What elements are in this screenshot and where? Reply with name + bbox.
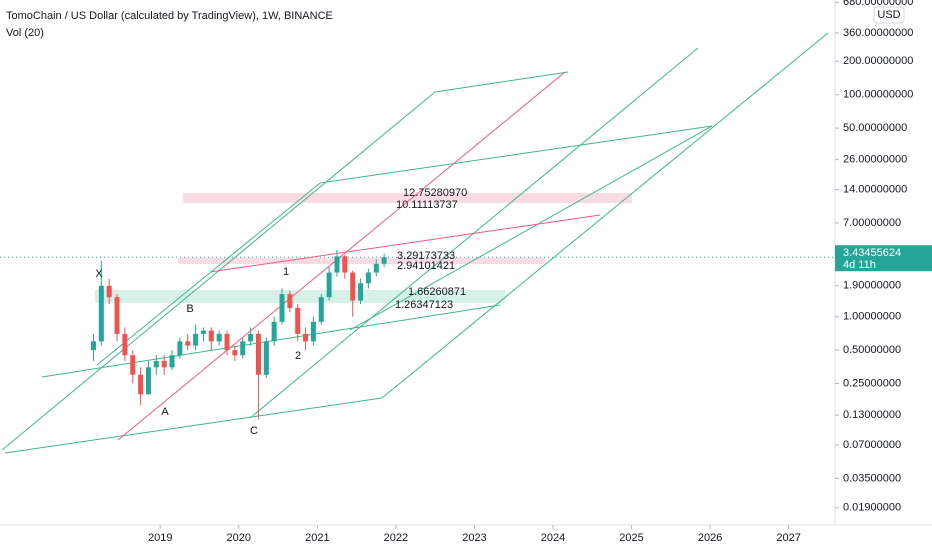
candle-body: [169, 355, 175, 368]
last-price-box: [835, 245, 932, 272]
currency[interactable]: USD: [877, 9, 900, 21]
zone-pink: [183, 193, 632, 203]
y-tick-label: 26.00000000: [843, 154, 907, 166]
candle-body: [310, 321, 316, 342]
currency-box[interactable]: [873, 6, 905, 24]
pitchfork-line: [96, 182, 321, 366]
candle-body: [114, 297, 120, 334]
candle-body: [185, 341, 191, 346]
y-tick-label: 0.03500000: [843, 472, 901, 484]
pitchfork-line: [41, 304, 501, 378]
candle-body: [208, 330, 214, 342]
annotation: 12.75280970: [403, 187, 467, 199]
candle-body: [98, 285, 104, 342]
candle-body: [224, 333, 230, 351]
annotation: B: [186, 303, 193, 315]
annotation: A: [161, 406, 169, 418]
x-tick-label: 2021: [305, 532, 329, 544]
pitchfork-line: [349, 125, 713, 331]
median-line: [209, 214, 601, 273]
candle-body: [326, 272, 332, 298]
x-tick-label: 2019: [148, 532, 172, 544]
candle-body: [303, 333, 309, 342]
candle-body: [177, 341, 183, 356]
candle-body: [122, 333, 128, 356]
candle-body: [263, 341, 269, 375]
countdown-label: 4d 11h: [843, 259, 876, 271]
x-tick-label: 2020: [227, 532, 251, 544]
zone-green: [95, 290, 505, 303]
pitchfork-line: [434, 71, 569, 93]
candle-body: [90, 341, 96, 351]
pitchfork-line: [319, 125, 713, 184]
candle-body: [161, 360, 167, 368]
x-tick-label: 2026: [698, 532, 722, 544]
candle-body: [106, 285, 112, 298]
zone-pink: [178, 258, 545, 264]
y-tick-label: 1.90000000: [843, 280, 901, 292]
candle-body: [255, 333, 261, 375]
annotation: 2.94101421: [397, 260, 455, 272]
y-tick-label: 1.00000000: [843, 311, 901, 323]
y-tick-label: 100.00000000: [843, 89, 913, 101]
x-tick-label: 2022: [384, 532, 408, 544]
last-price-label: 3.43455624: [843, 247, 901, 259]
candle-body: [193, 333, 199, 346]
annotation: 3.29173733: [397, 250, 455, 262]
pitchfork-line: [381, 32, 829, 399]
candle-body: [232, 350, 238, 356]
candle-body: [216, 333, 222, 342]
median-line: [117, 71, 566, 441]
y-tick-label: 0.25000000: [843, 377, 901, 389]
annotation: 1: [283, 266, 289, 278]
y-tick-label: 0.07000000: [843, 439, 901, 451]
y-tick-label: 14.00000000: [843, 183, 907, 195]
candle-body: [271, 321, 277, 342]
candle-body: [138, 374, 144, 395]
y-tick-label: 200.00000000: [843, 55, 913, 67]
indicator-label: Vol (20): [6, 27, 44, 39]
y-tick-label: 680.00000000: [843, 0, 913, 8]
x-tick-label: 2027: [776, 532, 800, 544]
y-tick-label: 0.01900000: [843, 502, 901, 514]
candle-body: [373, 263, 379, 273]
candle-body: [358, 283, 364, 301]
candle-body: [153, 360, 159, 368]
annotation: X: [95, 268, 103, 280]
annotation: C: [250, 425, 258, 437]
candle-body: [279, 294, 285, 322]
candle-body: [200, 330, 206, 334]
candle-body: [365, 272, 371, 284]
y-tick-label: 0.50000000: [843, 344, 901, 356]
x-tick-label: 2023: [462, 532, 486, 544]
y-tick-label: 360.00000000: [843, 27, 913, 39]
candle-body: [145, 367, 151, 395]
candle-body: [350, 272, 356, 301]
candle-body: [334, 256, 340, 273]
x-tick-label: 2025: [619, 532, 643, 544]
pitchfork-line: [4, 397, 383, 454]
candle-body: [287, 294, 293, 308]
annotation: 1.66260871: [408, 286, 466, 298]
drawings: [1, 32, 829, 454]
candle-body: [318, 297, 324, 322]
candle-body: [130, 355, 136, 375]
x-tick-label: 2024: [541, 532, 565, 544]
candle-body: [295, 307, 301, 334]
y-tick-label: 7.00000000: [843, 217, 901, 229]
chart-title: TomoChain / US Dollar (calculated by Tra…: [6, 10, 333, 22]
y-tick-label: 50.00000000: [843, 122, 907, 134]
annotation: 2: [295, 350, 301, 362]
annotation: 1.26347123: [395, 299, 453, 311]
candle-body: [381, 257, 387, 264]
y-tick-label: 0.13000000: [843, 409, 901, 421]
candle-body: [240, 341, 246, 356]
candle-body: [248, 333, 254, 342]
candle-body: [342, 256, 348, 273]
annotation: 10.11113737: [396, 199, 458, 211]
